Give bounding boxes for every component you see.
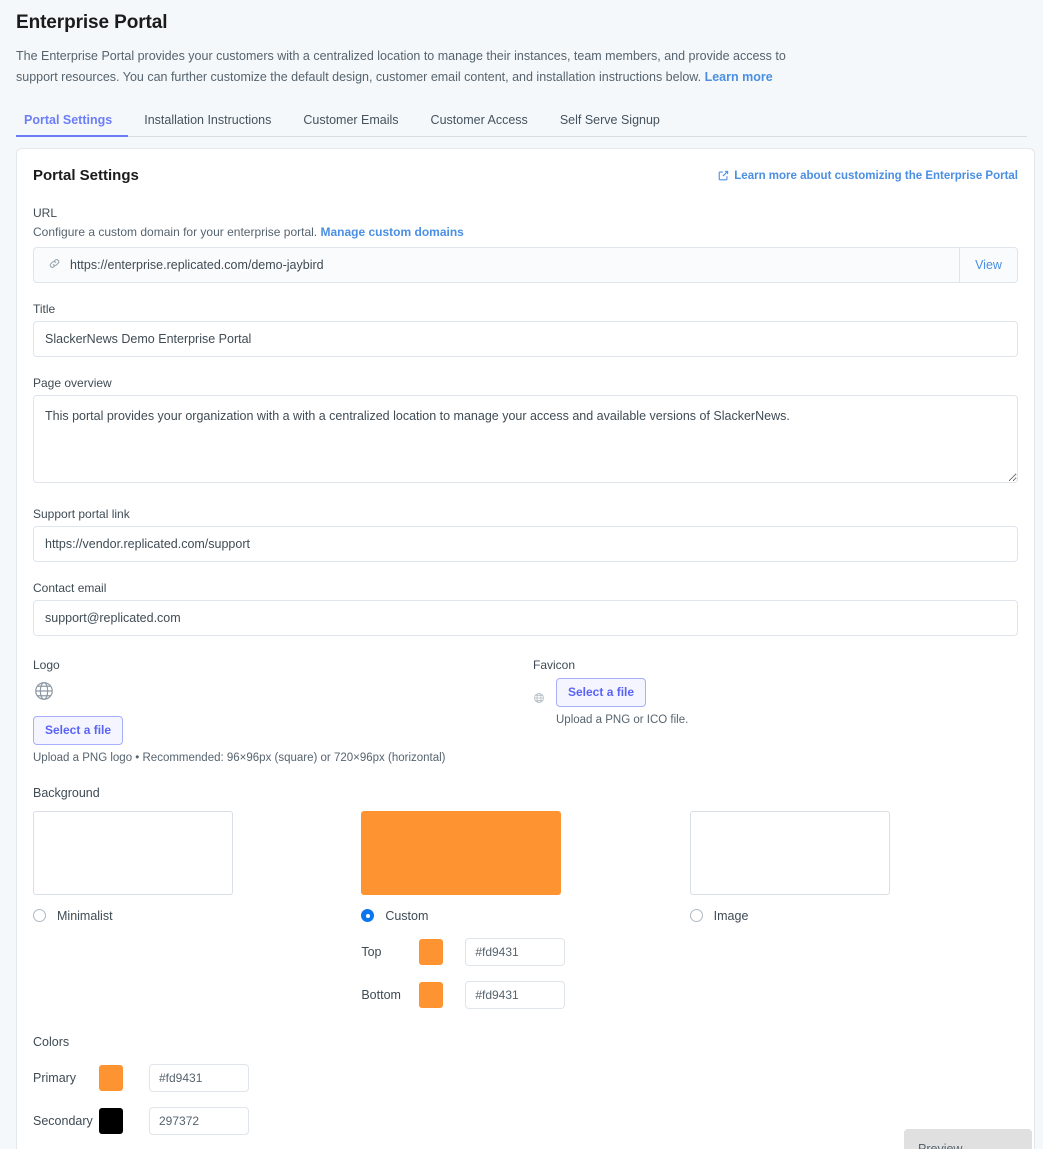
background-top-row: Top xyxy=(361,937,689,966)
logo-section: Logo Select a file Upload a PNG logo • R… xyxy=(33,658,533,764)
background-custom-colors: Top Bottom xyxy=(361,937,689,1009)
primary-color-input[interactable] xyxy=(149,1063,249,1092)
favicon-hint: Upload a PNG or ICO file. xyxy=(556,713,689,726)
url-value: https://enterprise.replicated.com/demo-j… xyxy=(70,258,324,273)
radio-image[interactable] xyxy=(689,909,703,923)
background-bottom-color-chip[interactable] xyxy=(419,981,444,1008)
tab-bar: Portal Settings Installation Instruction… xyxy=(16,103,1027,138)
background-bottom-row: Bottom xyxy=(361,980,689,1009)
support-link-input[interactable] xyxy=(33,526,1018,563)
background-options: Minimalist Custom Top Bottom xyxy=(33,810,1018,1009)
background-option-label-minimalist: Minimalist xyxy=(57,908,113,923)
contact-email-field-group: Contact email xyxy=(33,581,1018,637)
url-label: URL xyxy=(33,206,58,221)
tab-installation-instructions[interactable]: Installation Instructions xyxy=(144,112,272,127)
radio-minimalist[interactable] xyxy=(33,909,46,923)
primary-color-chip[interactable] xyxy=(99,1064,123,1091)
customizing-help-link[interactable]: Learn more about customizing the Enterpr… xyxy=(718,170,1018,182)
background-preview-custom[interactable] xyxy=(361,810,562,895)
favicon-select-file-button[interactable]: Select a file xyxy=(556,678,647,707)
external-link-icon xyxy=(718,170,729,181)
primary-color-row: Primary xyxy=(33,1063,1018,1092)
preview-title: Preview xyxy=(918,1141,963,1149)
primary-color-label: Primary xyxy=(33,1070,77,1085)
logo-label: Logo xyxy=(33,658,60,673)
background-radio-row-image[interactable]: Image xyxy=(689,908,1018,923)
page-title: Enterprise Portal xyxy=(16,12,168,33)
secondary-color-chip[interactable] xyxy=(99,1107,123,1134)
background-top-color-chip[interactable] xyxy=(419,938,444,965)
manage-custom-domains-link[interactable]: Manage custom domains xyxy=(320,225,464,240)
favicon-label: Favicon xyxy=(533,658,576,673)
background-option-label-image: Image xyxy=(713,908,749,923)
url-view-button[interactable]: View xyxy=(959,248,1017,283)
background-bottom-label: Bottom xyxy=(361,987,401,1002)
tab-self-serve-signup[interactable]: Self Serve Signup xyxy=(559,112,660,127)
support-link-field-group: Support portal link xyxy=(33,507,1018,563)
tab-portal-settings[interactable]: Portal Settings xyxy=(16,114,129,138)
support-link-label: Support portal link xyxy=(33,507,130,522)
url-help-text: Configure a custom domain for your enter… xyxy=(33,225,321,240)
background-preview-minimalist[interactable] xyxy=(33,810,233,895)
favicon-controls: Select a file Upload a PNG or ICO file. xyxy=(556,678,689,726)
page-description: The Enterprise Portal provides your cust… xyxy=(16,46,806,87)
background-label: Background xyxy=(33,785,100,800)
url-help: Configure a custom domain for your enter… xyxy=(33,225,1018,239)
tab-customer-access[interactable]: Customer Access xyxy=(430,112,528,127)
background-radio-row-custom[interactable]: Custom xyxy=(361,909,689,923)
background-preview-image[interactable] xyxy=(689,810,890,895)
logo-select-file-button[interactable]: Select a file xyxy=(33,716,124,745)
title-input[interactable] xyxy=(33,321,1018,358)
url-value-wrap: https://enterprise.replicated.com/demo-j… xyxy=(34,248,959,282)
customizing-help-link-label: Learn more about customizing the Enterpr… xyxy=(734,169,1018,182)
portal-settings-card: Portal Settings Learn more about customi… xyxy=(16,148,1035,1149)
page-overview-field-group: Page overview xyxy=(33,376,1018,488)
media-row: Logo Select a file Upload a PNG logo • R… xyxy=(33,658,1018,764)
title-field-group: Title xyxy=(33,302,1018,358)
secondary-color-label: Secondary xyxy=(33,1113,93,1128)
logo-hint: Upload a PNG logo • Recommended: 96×96px… xyxy=(33,751,446,764)
favicon-section: Favicon Select a file Upload a PNG or IC… xyxy=(533,658,1018,763)
background-bottom-color-input[interactable] xyxy=(465,980,566,1009)
url-field-group: URL Configure a custom domain for your e… xyxy=(33,206,1018,284)
secondary-color-row: Secondary xyxy=(33,1106,1018,1135)
card-header: Portal Settings Learn more about customi… xyxy=(33,167,1018,184)
preview-panel: Preview Button Link xyxy=(904,1128,1032,1149)
colors-section: Colors Primary Secondary xyxy=(33,1035,1018,1135)
background-option-custom: Custom Top Bottom xyxy=(361,810,689,1009)
globe-icon xyxy=(533,678,545,709)
page-header: Enterprise Portal The Enterprise Portal … xyxy=(0,0,1043,87)
radio-custom[interactable] xyxy=(361,909,375,923)
page-overview-label: Page overview xyxy=(33,376,112,391)
background-top-color-input[interactable] xyxy=(465,937,566,966)
favicon-row: Select a file Upload a PNG or ICO file. xyxy=(533,678,1018,726)
background-option-image: Image xyxy=(689,810,1018,1009)
card-title: Portal Settings xyxy=(33,167,139,185)
background-option-minimalist: Minimalist xyxy=(33,810,361,1009)
page-overview-textarea[interactable] xyxy=(33,395,1018,484)
background-top-label: Top xyxy=(361,944,382,959)
contact-email-input[interactable] xyxy=(33,600,1018,637)
secondary-color-input[interactable] xyxy=(149,1106,249,1135)
contact-email-label: Contact email xyxy=(33,581,107,596)
globe-icon xyxy=(33,680,533,702)
page-description-text: The Enterprise Portal provides your cust… xyxy=(16,49,786,84)
learn-more-link[interactable]: Learn more xyxy=(704,69,773,84)
tab-customer-emails[interactable]: Customer Emails xyxy=(303,112,399,127)
url-display-box: https://enterprise.replicated.com/demo-j… xyxy=(33,247,1018,284)
link-icon xyxy=(48,257,61,273)
background-radio-row-minimalist[interactable]: Minimalist xyxy=(33,909,361,923)
colors-label: Colors xyxy=(33,1034,70,1049)
background-option-label-custom: Custom xyxy=(385,908,429,923)
title-label: Title xyxy=(33,302,56,317)
